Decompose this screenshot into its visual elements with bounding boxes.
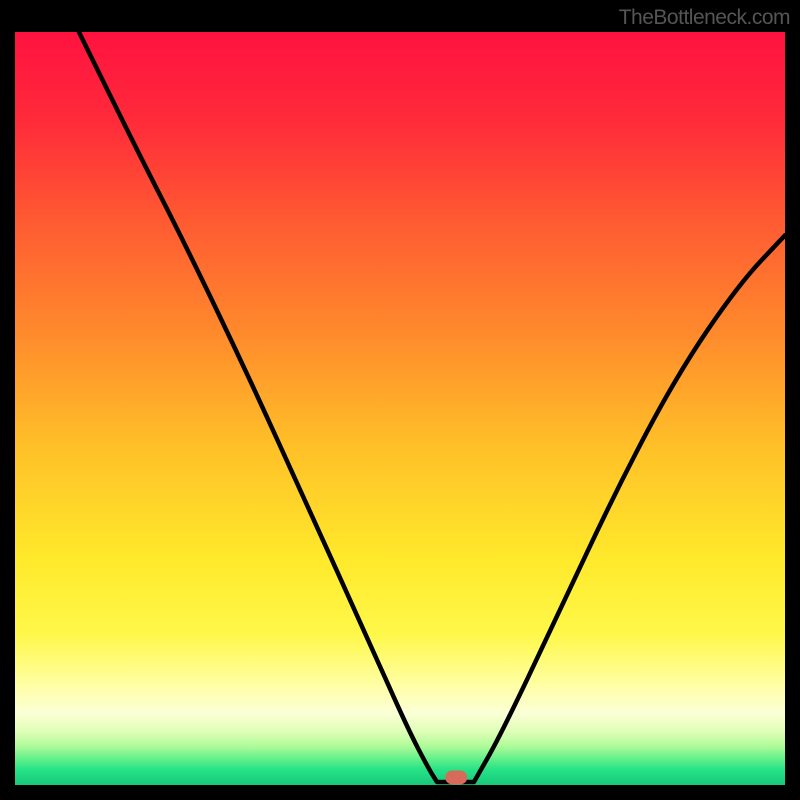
gradient-plot-area (15, 32, 785, 785)
optimal-point-marker (445, 770, 467, 784)
watermark-text: TheBottleneck.com (619, 6, 790, 30)
